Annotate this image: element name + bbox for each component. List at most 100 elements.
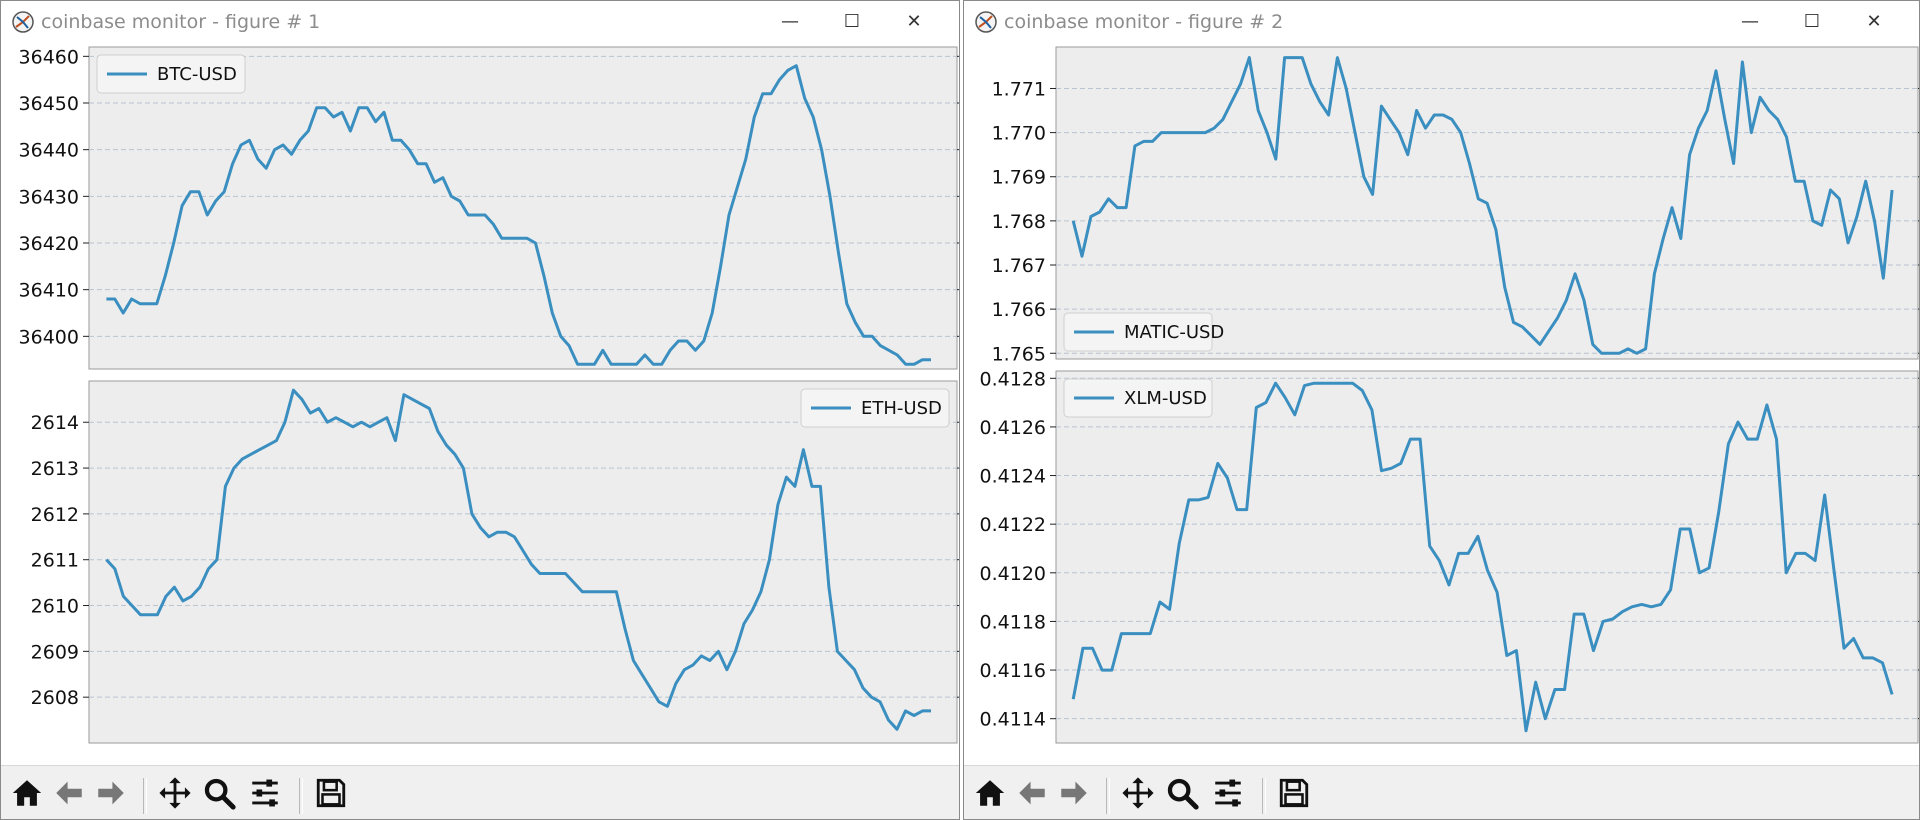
forward-button[interactable] (1054, 775, 1094, 815)
axes-eth-usd[interactable]: 2608 2609 2610 2611 2612 2613 2614 ETH-USD (31, 380, 960, 744)
toolbar-separator (1106, 778, 1110, 814)
forward-icon (94, 776, 128, 814)
legend-label: BTC-USD (157, 64, 237, 85)
close-icon: ✕ (906, 11, 922, 32)
legend-label: ETH-USD (861, 398, 942, 419)
title-bar[interactable]: coinbase monitor - figure # 1 — ☐ ✕ (1, 1, 959, 43)
series-line (105, 388, 931, 731)
series-line (106, 64, 931, 366)
minimize-button[interactable]: — (1719, 1, 1781, 43)
figure-canvas[interactable]: 1.765 1.766 1.767 1.768 1.769 1.770 1.771 MATIC… (964, 43, 1919, 765)
y-tick-label: 0.4128 (980, 368, 1046, 390)
figure-window-2: coinbase monitor - figure # 2 — ☐ ✕ 1.76… (963, 0, 1920, 820)
y-tick-label: 1.769 (992, 167, 1046, 189)
legend-box (1063, 312, 1213, 352)
y-tick-label: 36420 (19, 233, 79, 255)
axes-matic-usd[interactable]: 1.765 1.766 1.767 1.768 1.769 1.770 1.771 MATIC… (992, 46, 1920, 365)
y-tick-label: 36400 (19, 326, 79, 348)
y-tick-label: 1.768 (992, 211, 1046, 233)
home-button[interactable] (970, 775, 1010, 815)
app-icon (975, 11, 997, 33)
figure-canvas[interactable]: 36400 36410 36420 36430 36440 36450 36460 BTC-U… (1, 43, 959, 765)
y-tick-label: 2610 (31, 596, 79, 618)
configure-subplots-icon (248, 776, 282, 814)
y-tick-label: 0.4126 (980, 417, 1046, 439)
minimize-icon: — (781, 11, 799, 32)
window-title: coinbase monitor - figure # 1 (41, 11, 321, 33)
y-tick-label: 36410 (19, 280, 79, 302)
y-tick-label: 0.4116 (980, 660, 1046, 682)
y-tick-label: 2613 (31, 458, 79, 480)
legend: ETH-USD (800, 388, 950, 428)
maximize-icon: ☐ (1803, 11, 1821, 32)
y-tick-label: 36450 (19, 93, 79, 115)
legend-label: MATIC-USD (1124, 322, 1224, 343)
toolbar-separator (1262, 778, 1266, 814)
window-title: coinbase monitor - figure # 2 (1004, 11, 1284, 33)
legend-box (1063, 378, 1213, 418)
plot-area (88, 46, 958, 370)
home-icon (10, 776, 44, 814)
maximize-icon: ☐ (843, 11, 861, 32)
axes-xlm-usd[interactable]: 0.4114 0.4116 0.4118 0.4120 0.4122 0.4124 0.41… (980, 368, 1920, 744)
zoom-icon (1165, 776, 1199, 814)
save-button[interactable] (311, 775, 351, 815)
forward-icon (1057, 776, 1091, 814)
y-tick-label: 1.770 (992, 123, 1046, 145)
zoom-button[interactable] (1162, 775, 1202, 815)
maximize-button[interactable]: ☐ (821, 1, 883, 43)
save-icon (314, 776, 348, 814)
toolbar-separator (299, 778, 303, 814)
close-button[interactable]: ✕ (883, 1, 945, 43)
y-tick-label: 2608 (31, 687, 79, 709)
y-tick-label: 2611 (31, 550, 79, 572)
back-icon (52, 776, 86, 814)
pan-button[interactable] (155, 775, 195, 815)
y-tick-label: 0.4118 (980, 611, 1046, 633)
pan-icon (1121, 776, 1155, 814)
maximize-button[interactable]: ☐ (1781, 1, 1843, 43)
legend-box (96, 54, 246, 94)
configure-subplots-icon (1211, 776, 1245, 814)
home-icon (973, 776, 1007, 814)
y-tick-label: 0.4122 (980, 514, 1046, 536)
zoom-button[interactable] (199, 775, 239, 815)
series-line (1071, 381, 1894, 733)
toolbar-separator (143, 778, 147, 814)
minimize-button[interactable]: — (759, 1, 821, 43)
pan-button[interactable] (1118, 775, 1158, 815)
y-tick-label: 1.765 (992, 343, 1046, 365)
y-tick-label: 2614 (31, 412, 79, 434)
back-icon (1015, 776, 1049, 814)
app-icon (12, 11, 34, 33)
figure-plots[interactable]: 1.765 1.766 1.767 1.768 1.769 1.770 1.771 MATIC… (964, 43, 1920, 765)
legend-label: XLM-USD (1124, 388, 1207, 409)
y-tick-label: 2612 (31, 504, 79, 526)
y-tick-label: 1.771 (992, 78, 1046, 100)
minimize-icon: — (1741, 11, 1759, 32)
figure-plots[interactable]: 36400 36410 36420 36430 36440 36450 36460 BTC-U… (1, 43, 960, 765)
plot-area (88, 380, 958, 744)
legend-box (800, 388, 950, 428)
axes-btc-usd[interactable]: 36400 36410 36420 36430 36440 36450 36460 BTC-U… (19, 46, 960, 370)
pan-icon (158, 776, 192, 814)
home-button[interactable] (7, 775, 47, 815)
configure-subplots-button[interactable] (245, 775, 285, 815)
close-button[interactable]: ✕ (1843, 1, 1905, 43)
back-button[interactable] (49, 775, 89, 815)
y-tick-label: 36430 (19, 186, 79, 208)
y-tick-label: 1.766 (992, 299, 1046, 321)
y-tick-label: 0.4114 (980, 709, 1046, 731)
title-bar[interactable]: coinbase monitor - figure # 2 — ☐ ✕ (964, 1, 1919, 43)
zoom-icon (202, 776, 236, 814)
y-tick-label: 0.4124 (980, 466, 1046, 488)
series-line (1071, 56, 1894, 355)
forward-button[interactable] (91, 775, 131, 815)
save-button[interactable] (1274, 775, 1314, 815)
legend: BTC-USD (96, 54, 246, 94)
back-button[interactable] (1012, 775, 1052, 815)
y-tick-label: 2609 (31, 641, 79, 663)
configure-subplots-button[interactable] (1208, 775, 1248, 815)
y-tick-label: 36460 (19, 46, 79, 68)
navigation-toolbar (964, 765, 1919, 819)
